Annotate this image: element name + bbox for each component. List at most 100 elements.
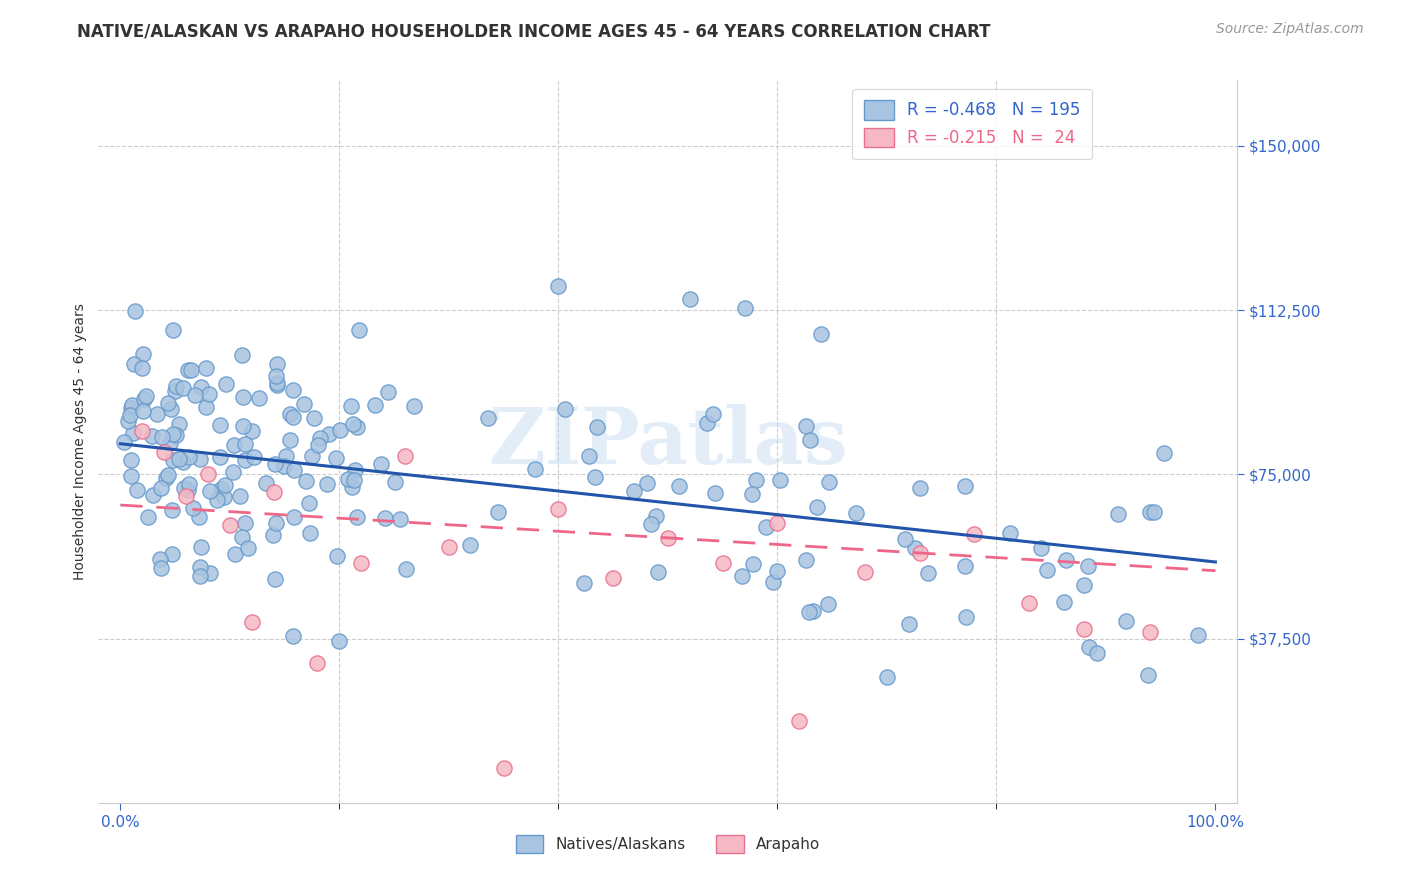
Point [232, 390, 254, 404]
Point [1078, 640, 1101, 654]
Point [898, 616, 921, 631]
Point [280, 407, 302, 421]
Point [120, 401, 142, 415]
Point [215, 376, 238, 391]
Point [188, 569, 211, 583]
Point [131, 361, 153, 376]
Point [132, 392, 155, 407]
Point [254, 476, 277, 491]
Point [172, 455, 194, 469]
Point [794, 553, 817, 567]
Point [343, 473, 366, 487]
Point [298, 496, 321, 510]
Point [318, 427, 340, 442]
Point [247, 391, 270, 405]
Point [585, 420, 607, 434]
Point [177, 477, 200, 491]
Point [121, 398, 143, 412]
Point [640, 517, 662, 532]
Point [1187, 628, 1209, 642]
Point [122, 357, 145, 371]
Point [159, 435, 181, 450]
Point [200, 484, 222, 499]
Point [214, 478, 236, 492]
Point [547, 279, 569, 293]
Point [283, 463, 305, 477]
Point [797, 605, 820, 619]
Point [280, 433, 302, 447]
Point [1143, 505, 1166, 519]
Point [703, 486, 725, 500]
Point [240, 615, 263, 630]
Point [281, 383, 304, 397]
Point [160, 402, 183, 417]
Point [188, 510, 211, 524]
Point [156, 467, 179, 482]
Point [734, 301, 756, 315]
Point [384, 475, 406, 489]
Point [214, 490, 236, 504]
Point [184, 388, 207, 402]
Point [301, 449, 323, 463]
Point [326, 549, 349, 564]
Point [141, 429, 163, 443]
Point [132, 346, 155, 360]
Point [132, 404, 155, 418]
Point [233, 452, 256, 467]
Point [162, 453, 184, 467]
Point [817, 597, 839, 611]
Point [731, 569, 754, 583]
Point [222, 438, 245, 452]
Point [209, 482, 232, 496]
Point [120, 452, 142, 467]
Point [281, 409, 304, 424]
Point [647, 565, 669, 579]
Point [162, 426, 184, 441]
Point [118, 409, 141, 423]
Point [1115, 614, 1137, 628]
Point [894, 532, 917, 546]
Point [209, 450, 232, 465]
Point [645, 509, 668, 524]
Point [233, 437, 256, 451]
Point [602, 571, 624, 585]
Point [190, 380, 212, 394]
Point [302, 410, 325, 425]
Point [955, 479, 977, 493]
Point [547, 502, 569, 516]
Point [308, 431, 330, 445]
Point [195, 361, 218, 376]
Point [177, 483, 200, 498]
Point [623, 483, 645, 498]
Point [668, 479, 690, 493]
Point [169, 452, 191, 467]
Point [908, 481, 931, 495]
Point [163, 384, 186, 398]
Point [711, 556, 734, 570]
Point [188, 560, 211, 574]
Point [200, 566, 222, 580]
Point [741, 487, 763, 501]
Point [844, 506, 866, 520]
Point [295, 474, 318, 488]
Point [342, 417, 364, 431]
Point [173, 481, 195, 495]
Point [177, 362, 200, 376]
Point [231, 530, 253, 544]
Point [963, 527, 986, 541]
Point [908, 546, 931, 560]
Point [394, 450, 416, 464]
Point [762, 574, 785, 589]
Point [766, 564, 789, 578]
Point [162, 323, 184, 337]
Point [127, 483, 149, 497]
Point [316, 476, 339, 491]
Point [142, 488, 165, 502]
Point [157, 396, 180, 410]
Point [150, 430, 173, 444]
Point [266, 516, 288, 531]
Point [112, 435, 135, 450]
Point [124, 304, 146, 318]
Text: NATIVE/ALASKAN VS ARAPAHO HOUSEHOLDER INCOME AGES 45 - 64 YEARS CORRELATION CHAR: NATIVE/ALASKAN VS ARAPAHO HOUSEHOLDER IN… [77, 22, 991, 40]
Point [903, 541, 925, 556]
